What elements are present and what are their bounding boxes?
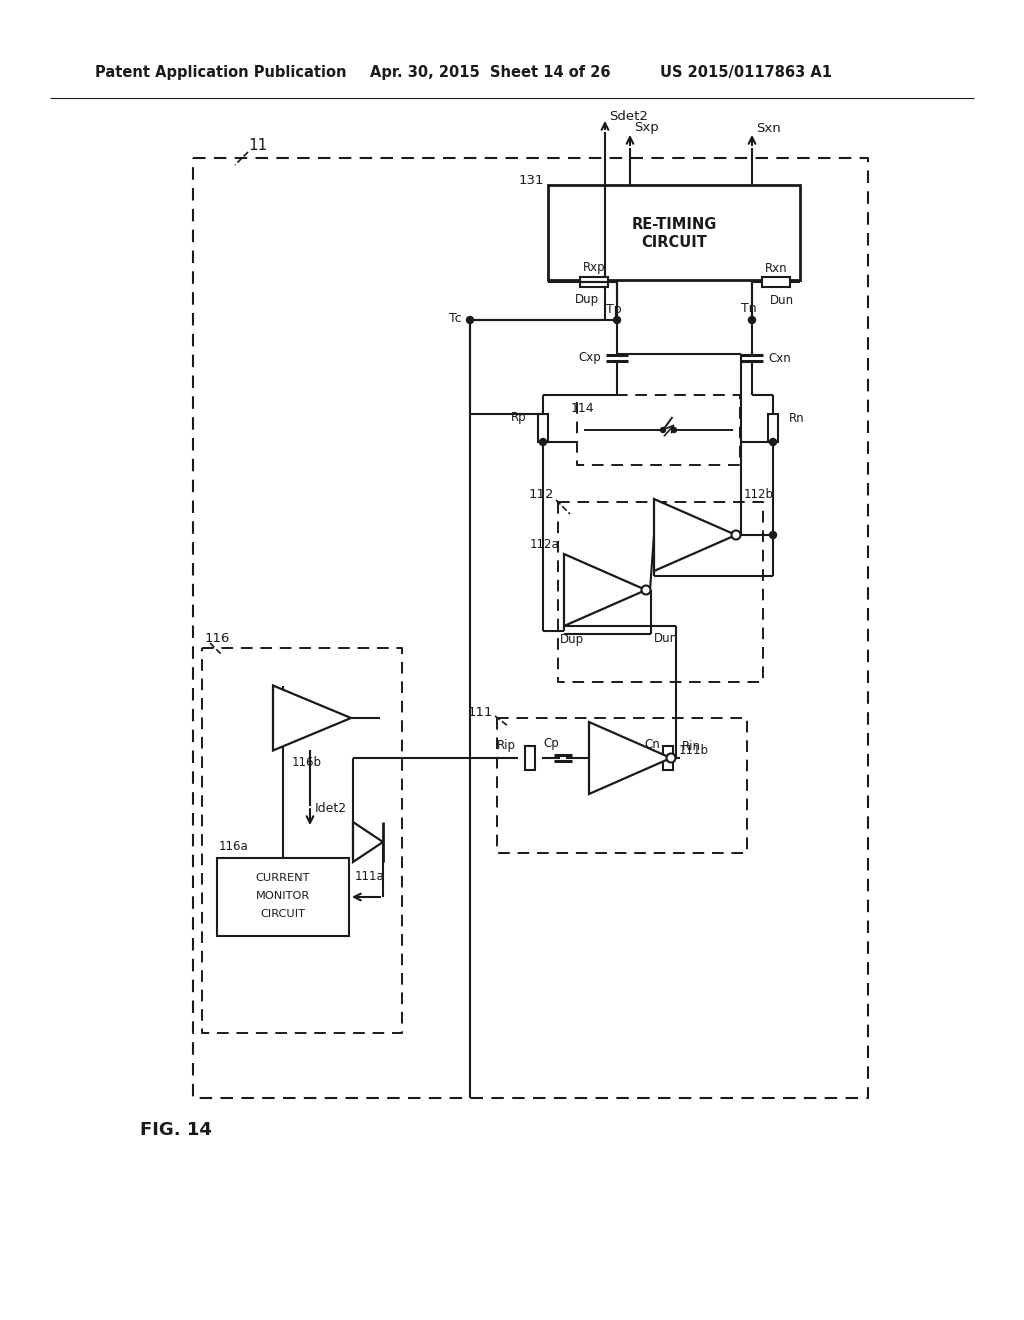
- Text: Cp: Cp: [543, 738, 559, 751]
- Bar: [548, 185, 800, 280]
- Text: US 2015/0117863 A1: US 2015/0117863 A1: [660, 65, 831, 79]
- Polygon shape: [564, 554, 646, 626]
- Text: Dun: Dun: [770, 293, 795, 306]
- Text: Sdet2: Sdet2: [609, 110, 648, 123]
- Text: 112b: 112b: [744, 487, 774, 500]
- Text: Rip: Rip: [497, 739, 516, 752]
- Text: Sxp: Sxp: [634, 121, 658, 135]
- Text: 114: 114: [570, 403, 594, 416]
- Circle shape: [749, 317, 756, 323]
- Text: Cn: Cn: [644, 738, 659, 751]
- Text: Sxn: Sxn: [756, 121, 780, 135]
- Text: Rxp: Rxp: [583, 261, 605, 275]
- Text: Dun: Dun: [654, 632, 678, 645]
- Text: 131: 131: [518, 174, 544, 187]
- Bar: [217, 858, 349, 936]
- Bar: [768, 414, 778, 442]
- Text: CURRENT: CURRENT: [256, 873, 310, 883]
- Text: 112: 112: [528, 488, 554, 502]
- Circle shape: [467, 317, 473, 323]
- Circle shape: [613, 317, 621, 323]
- Text: Idet2: Idet2: [315, 801, 347, 814]
- Bar: [525, 746, 535, 770]
- Text: Dup: Dup: [560, 632, 584, 645]
- Bar: [538, 414, 548, 442]
- Text: Cxn: Cxn: [768, 351, 791, 364]
- Polygon shape: [589, 722, 671, 795]
- Text: Rp: Rp: [511, 412, 527, 425]
- Circle shape: [660, 428, 666, 433]
- Polygon shape: [353, 822, 383, 862]
- Text: CIRCUIT: CIRCUIT: [260, 909, 305, 919]
- Text: Tn: Tn: [741, 302, 757, 315]
- Circle shape: [667, 754, 676, 763]
- Text: Rxn: Rxn: [765, 261, 787, 275]
- Text: 116a: 116a: [219, 841, 249, 854]
- Text: Rin: Rin: [682, 739, 701, 752]
- Circle shape: [672, 428, 677, 433]
- Circle shape: [769, 438, 776, 446]
- Bar: [580, 277, 608, 286]
- Text: 11: 11: [248, 137, 267, 153]
- Text: RE-TIMING: RE-TIMING: [632, 216, 717, 232]
- Text: 111b: 111b: [679, 743, 709, 756]
- Text: FIG. 14: FIG. 14: [140, 1121, 212, 1139]
- Text: 116b: 116b: [292, 755, 322, 768]
- Text: MONITOR: MONITOR: [256, 891, 310, 902]
- Text: Patent Application Publication: Patent Application Publication: [95, 65, 346, 79]
- Bar: [762, 277, 790, 286]
- Text: Apr. 30, 2015  Sheet 14 of 26: Apr. 30, 2015 Sheet 14 of 26: [370, 65, 610, 79]
- Text: 111a: 111a: [355, 870, 385, 883]
- Polygon shape: [654, 499, 736, 572]
- Bar: [663, 746, 673, 770]
- Text: Tp: Tp: [606, 302, 622, 315]
- Circle shape: [540, 438, 547, 446]
- Text: Tc: Tc: [450, 313, 462, 326]
- Text: 111: 111: [468, 705, 493, 718]
- Polygon shape: [273, 685, 351, 751]
- Circle shape: [641, 586, 650, 594]
- Text: Dup: Dup: [574, 293, 599, 306]
- Text: 116: 116: [205, 631, 230, 644]
- Circle shape: [731, 531, 740, 540]
- Circle shape: [769, 532, 776, 539]
- Text: Rn: Rn: [790, 412, 805, 425]
- Text: Cxp: Cxp: [579, 351, 601, 364]
- Text: CIRCUIT: CIRCUIT: [641, 235, 707, 249]
- Text: 112a: 112a: [529, 537, 559, 550]
